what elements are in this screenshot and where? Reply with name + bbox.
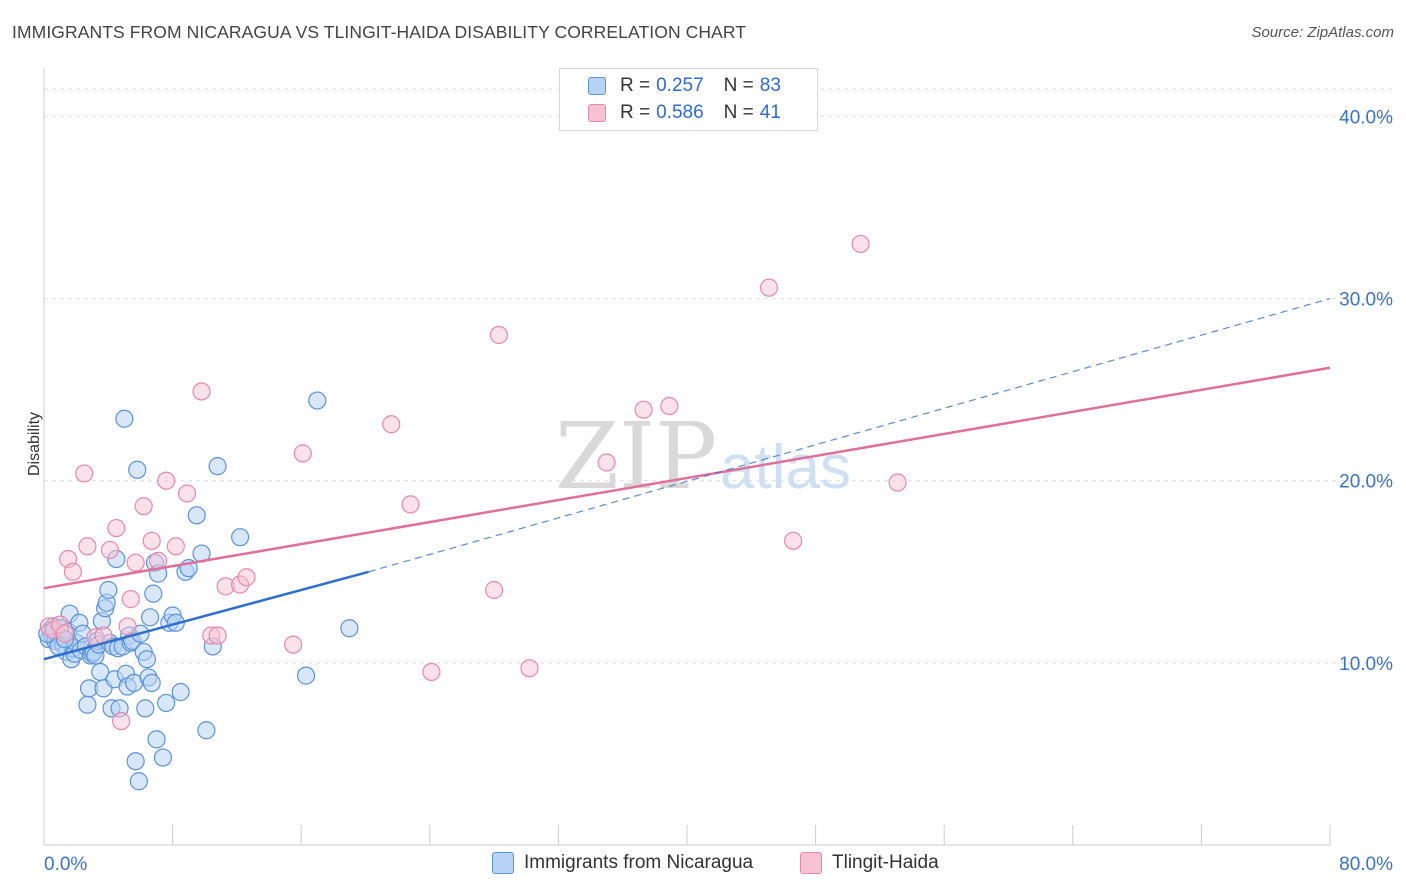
tlingit-point bbox=[284, 635, 303, 654]
tlingit-point bbox=[783, 531, 803, 550]
nicaragua-point bbox=[208, 457, 227, 476]
tlingit-point bbox=[166, 537, 185, 556]
watermark-atlas: atlas bbox=[720, 433, 851, 502]
nicaragua-point bbox=[308, 391, 327, 410]
y-tick-label: 20.0% bbox=[1339, 472, 1393, 493]
nicaragua-point bbox=[115, 409, 134, 428]
legend-r-value: 0.586 bbox=[656, 102, 704, 123]
legend-n-value: 83 bbox=[759, 75, 781, 96]
source-credit: Source: ZipAtlas.com bbox=[1251, 24, 1394, 41]
nicaragua-point bbox=[340, 619, 359, 638]
y-axis-label: Disability bbox=[26, 411, 43, 476]
tlingit-point bbox=[142, 531, 161, 550]
nicaragua-point bbox=[99, 580, 118, 600]
nicaragua-trend-dashed bbox=[368, 297, 1331, 573]
bottom-legend-label-tlingit: Tlingit-Haida bbox=[832, 852, 939, 873]
tlingit-point bbox=[75, 464, 94, 483]
legend-swatch-blue bbox=[588, 77, 606, 95]
nicaragua-point bbox=[296, 666, 316, 685]
tlingit-point bbox=[78, 537, 97, 556]
tlingit-point bbox=[121, 590, 140, 609]
nicaragua-point bbox=[157, 693, 176, 713]
y-tick-label: 40.0% bbox=[1339, 107, 1393, 128]
bottom-legend-tlingit: Tlingit-Haida bbox=[800, 851, 939, 875]
tlingit-point bbox=[634, 400, 653, 419]
nicaragua-point bbox=[136, 699, 155, 718]
nicaragua-point bbox=[197, 721, 216, 740]
legend-r-label: R = bbox=[620, 102, 651, 123]
tlingit-point bbox=[485, 580, 504, 600]
y-tick-label: 10.0% bbox=[1339, 654, 1393, 675]
legend-n-value: 41 bbox=[759, 102, 781, 123]
tlingit-point bbox=[208, 626, 227, 645]
legend-swatch-pink bbox=[588, 104, 606, 122]
tlingit-point bbox=[107, 518, 126, 538]
tlingit-point bbox=[660, 396, 679, 416]
trend-lines bbox=[43, 297, 1331, 661]
tlingit-point bbox=[126, 553, 145, 572]
nicaragua-point bbox=[78, 695, 97, 714]
legend-n-label: N = bbox=[723, 75, 754, 96]
watermark: ZIP atlas bbox=[555, 403, 851, 510]
nicaragua-point bbox=[128, 460, 147, 479]
x-tick-label-min: 0.0% bbox=[44, 854, 87, 875]
tlingit-point bbox=[134, 497, 153, 516]
tlingit-point bbox=[759, 278, 779, 297]
tlingit-point bbox=[177, 484, 197, 503]
nicaragua-point bbox=[231, 528, 250, 547]
tlingit-point bbox=[157, 471, 176, 490]
axes bbox=[43, 68, 1331, 846]
nicaragua-point bbox=[153, 748, 173, 767]
nicaragua-point bbox=[129, 772, 148, 791]
nicaragua-point bbox=[144, 584, 163, 603]
nicaragua-point bbox=[171, 682, 190, 702]
legend-r-value: 0.257 bbox=[656, 75, 704, 96]
tlingit-point bbox=[422, 662, 441, 682]
nicaragua-point bbox=[142, 673, 161, 692]
nicaragua-point bbox=[187, 506, 206, 525]
tlingit-trend-line bbox=[43, 366, 1331, 590]
tlingit-point bbox=[100, 540, 120, 560]
nicaragua-point bbox=[140, 608, 160, 627]
tlingit-point bbox=[401, 495, 420, 514]
series-tlingit-points bbox=[39, 234, 907, 731]
chart-title: IMMIGRANTS FROM NICARAGUA VS TLINGIT-HAI… bbox=[12, 22, 747, 42]
nicaragua-trend-line bbox=[43, 570, 370, 661]
tlingit-point bbox=[888, 473, 907, 492]
legend-row-nicaragua: R = 0.257 N = 83 bbox=[588, 74, 781, 98]
tlingit-point bbox=[851, 234, 870, 254]
legend-n-label: N = bbox=[723, 102, 754, 123]
bottom-legend-swatch-pink bbox=[800, 852, 822, 874]
x-tick-label-max: 80.0% bbox=[1339, 854, 1393, 875]
tlingit-point bbox=[597, 453, 616, 472]
tlingit-point bbox=[118, 617, 137, 636]
tlingit-point bbox=[489, 325, 509, 345]
nicaragua-point bbox=[147, 730, 166, 749]
tlingit-point bbox=[520, 659, 539, 678]
legend-row-tlingit: R = 0.586 N = 41 bbox=[588, 101, 781, 125]
legend-r-label: R = bbox=[620, 75, 651, 96]
tlingit-point bbox=[382, 415, 401, 434]
nicaragua-point bbox=[137, 650, 156, 669]
tlingit-point bbox=[192, 382, 211, 401]
watermark-zip: ZIP bbox=[555, 403, 717, 510]
tick-labels: 10.0% 20.0% 30.0% 40.0% 0.0% 80.0% bbox=[44, 107, 1393, 875]
tlingit-point bbox=[293, 444, 312, 463]
tlingit-point bbox=[237, 568, 256, 587]
legend: R = 0.257 N = 83 R = 0.586 N = 41 bbox=[559, 68, 818, 131]
tlingit-point bbox=[112, 712, 131, 731]
tlingit-point bbox=[63, 562, 83, 581]
bottom-legend-label-nicaragua: Immigrants from Nicaragua bbox=[524, 852, 754, 873]
bottom-legend-nicaragua: Immigrants from Nicaragua bbox=[492, 851, 753, 875]
nicaragua-point bbox=[126, 752, 145, 771]
bottom-legend-swatch-blue bbox=[492, 852, 514, 874]
tlingit-point bbox=[55, 624, 74, 643]
y-tick-label: 30.0% bbox=[1339, 290, 1393, 311]
